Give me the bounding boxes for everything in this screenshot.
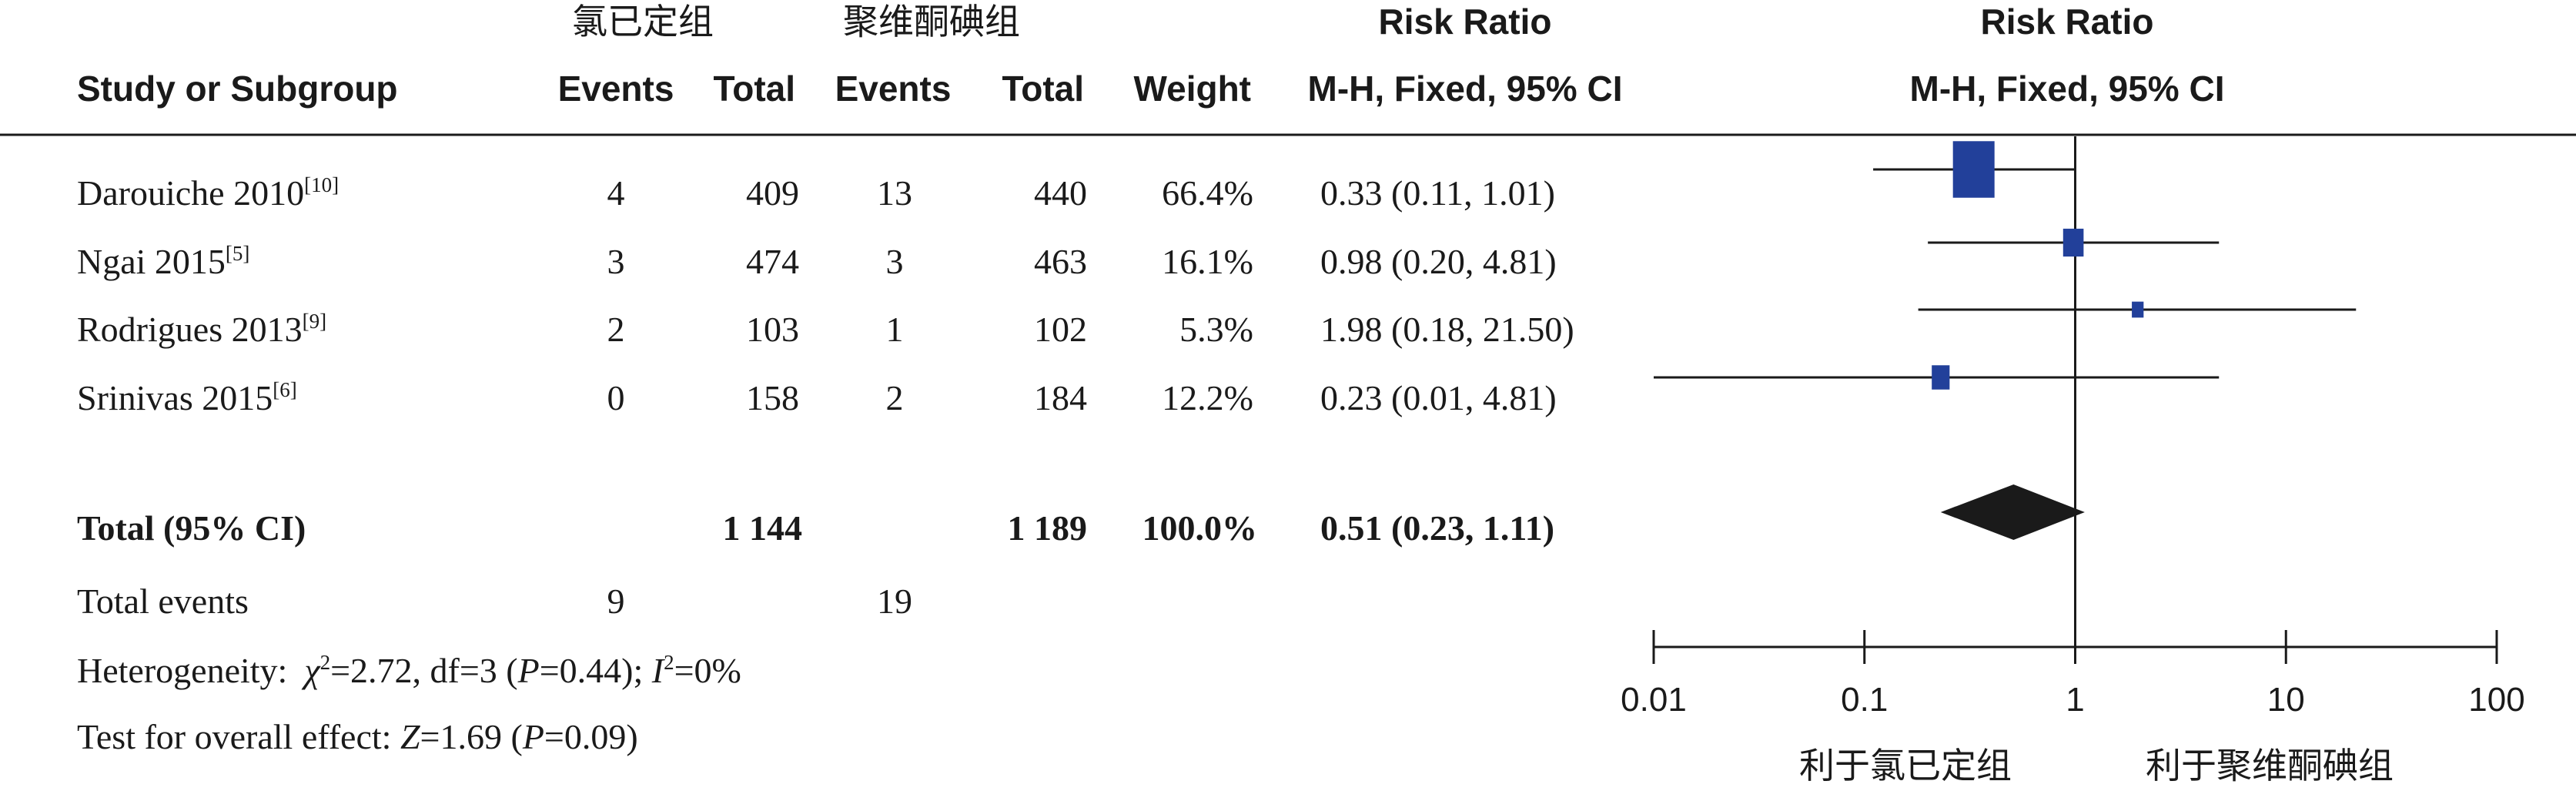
total-1-cell: 409 — [746, 173, 799, 213]
plot-risk-ratio-title: Risk Ratio — [1981, 2, 2154, 42]
risk-ratio-ci-cell: 0.23 (0.01, 4.81) — [1320, 378, 1557, 417]
total-1-cell: 474 — [746, 242, 799, 281]
forest-plot-area: 0.01 0.1 1 10 100 — [1621, 136, 2525, 719]
events-1-cell: 3 — [607, 242, 625, 281]
x-axis-tick-label: 1 — [2066, 681, 2084, 719]
total-2-cell: 440 — [1034, 173, 1087, 213]
study-point-marker — [2132, 301, 2144, 318]
col-header-total-2: Total — [1002, 69, 1084, 109]
total-label: Total (95% CI) — [77, 508, 306, 548]
overall-effect-text: Test for overall effect: Z=1.69 (P=0.09) — [77, 717, 638, 756]
events-1-cell: 4 — [607, 173, 625, 213]
weight-cell: 16.1% — [1162, 242, 1253, 281]
total-1-cell: 158 — [746, 378, 799, 417]
study-point-marker — [1952, 141, 1995, 198]
study-name: Srinivas 2015[6] — [77, 378, 297, 417]
events-2-cell: 13 — [877, 173, 912, 213]
table-row: Rodrigues 2013[9] 2 103 1 102 5.3% 1.98 … — [77, 310, 1574, 349]
study-name: Rodrigues 2013[9] — [77, 310, 326, 349]
x-axis-tick-label: 0.1 — [1841, 681, 1888, 719]
events-2-cell: 1 — [886, 310, 904, 349]
study-point-marker — [2062, 228, 2084, 257]
total-events-2: 19 — [877, 582, 912, 621]
x-axis-tick-label: 10 — [2267, 681, 2305, 719]
x-axis-tick-label: 100 — [2468, 681, 2524, 719]
risk-ratio-ci-cell: 0.33 (0.11, 1.01) — [1320, 173, 1555, 213]
total-2-cell: 184 — [1034, 378, 1087, 417]
events-2-cell: 2 — [886, 378, 904, 417]
total-events-1: 9 — [607, 582, 625, 621]
total-1-sum: 1 144 — [723, 508, 803, 548]
total-events-row: Total events 9 19 — [77, 582, 912, 621]
events-2-cell: 3 — [886, 242, 904, 281]
events-1-cell: 2 — [607, 310, 625, 349]
x-axis-tick-label: 0.01 — [1621, 681, 1687, 719]
study-name: Ngai 2015[5] — [77, 242, 249, 281]
table-risk-ratio-title: Risk Ratio — [1379, 2, 1552, 42]
col-header-total-1: Total — [714, 69, 795, 109]
total-weight: 100.0% — [1142, 508, 1258, 548]
risk-ratio-ci-cell: 1.98 (0.18, 21.50) — [1320, 310, 1574, 349]
study-rows: Darouiche 2010[10] 4 409 13 440 66.4% 0.… — [77, 173, 1574, 417]
group2-header: 聚维酮碘组 — [843, 1, 1020, 42]
group1-header: 氯已定组 — [572, 1, 714, 42]
plot-header-method: M-H, Fixed, 95% CI — [1910, 69, 2225, 109]
total-events-label: Total events — [77, 582, 249, 621]
favours-left-label: 利于氯已定组 — [1799, 745, 2012, 786]
total-1-cell: 103 — [746, 310, 799, 349]
col-header-weight: Weight — [1134, 69, 1251, 109]
table-row: Ngai 2015[5] 3 474 3 463 16.1% 0.98 (0.2… — [77, 242, 1557, 281]
risk-ratio-ci-cell: 0.98 (0.20, 4.81) — [1320, 242, 1557, 281]
total-risk-ratio-ci: 0.51 (0.23, 1.11) — [1320, 508, 1554, 548]
col-header-study: Study or Subgroup — [77, 69, 398, 109]
col-header-events-1: Events — [558, 69, 674, 109]
favours-right-label: 利于聚维酮碘组 — [2146, 745, 2394, 786]
study-name: Darouiche 2010[10] — [77, 173, 339, 213]
total-2-cell: 102 — [1034, 310, 1087, 349]
weight-cell: 5.3% — [1179, 310, 1253, 349]
table-row: Darouiche 2010[10] 4 409 13 440 66.4% 0.… — [77, 173, 1555, 213]
total-2-cell: 463 — [1034, 242, 1087, 281]
study-point-marker — [1932, 365, 1950, 390]
total-row: Total (95% CI) 1 144 1 189 100.0% 0.51 (… — [77, 508, 1554, 548]
events-1-cell: 0 — [607, 378, 625, 417]
table-row: Srinivas 2015[6] 0 158 2 184 12.2% 0.23 … — [77, 378, 1557, 417]
heterogeneity-text: Heterogeneity: χ2=2.72, df=3 (P=0.44); I2… — [77, 651, 741, 690]
total-2-sum: 1 189 — [1008, 508, 1088, 548]
weight-cell: 66.4% — [1162, 173, 1253, 213]
weight-cell: 12.2% — [1162, 378, 1253, 417]
col-header-method: M-H, Fixed, 95% CI — [1308, 69, 1623, 109]
pooled-estimate-diamond — [1940, 484, 2085, 540]
col-header-events-2: Events — [835, 69, 952, 109]
